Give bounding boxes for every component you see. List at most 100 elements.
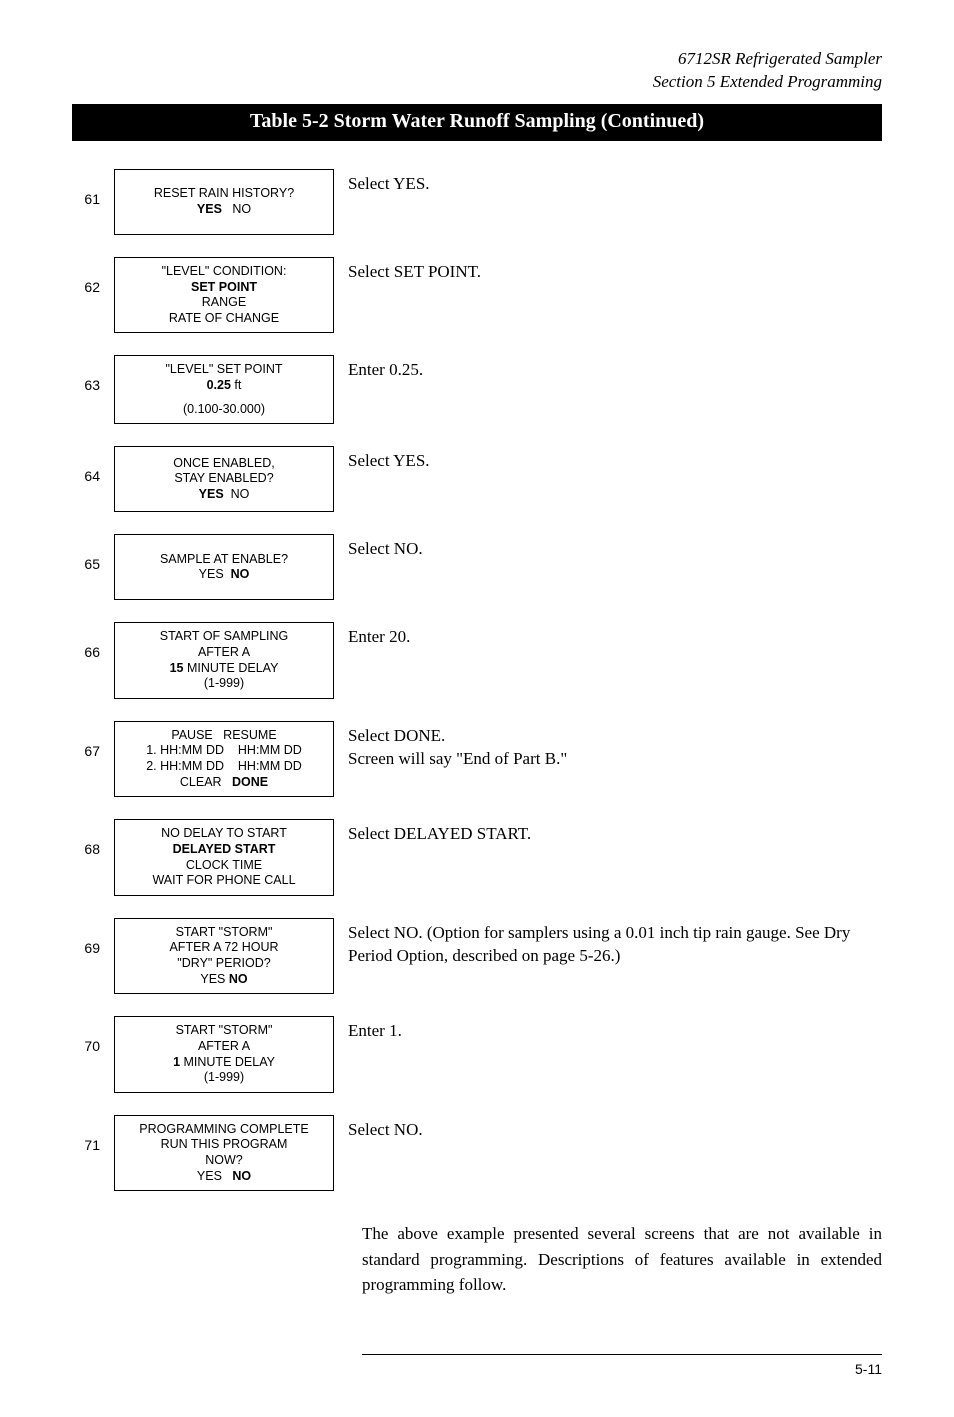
step-row: 64 ONCE ENABLED,STAY ENABLED?YES NO Select… [72, 446, 882, 512]
step-number: 65 [72, 534, 100, 572]
step-number: 67 [72, 721, 100, 759]
screen-text: "DRY" PERIOD? [177, 956, 270, 970]
step-row: 61RESET RAIN HISTORY?YES NOSelect YES. [72, 169, 882, 235]
step-instruction: Enter 0.25. [348, 355, 882, 382]
screen-line: STAY ENABLED? [174, 471, 273, 487]
screen-text: NOW? [205, 1153, 243, 1167]
table-banner: Table 5-2 Storm Water Runoff Sampling (C… [72, 104, 882, 141]
step-number: 61 [72, 169, 100, 207]
screen-line: NO DELAY TO START [161, 826, 287, 842]
screen-line: YES NO [199, 567, 250, 583]
screen-text: PAUSE RESUME [171, 728, 276, 742]
screen-line: START "STORM" [176, 1023, 273, 1039]
screen-text: "LEVEL" CONDITION: [162, 264, 287, 278]
footer-rule [362, 1354, 882, 1355]
screen-text: ONCE ENABLED, [173, 456, 274, 470]
screen-text-bold: NO [232, 1169, 251, 1183]
screen-text: YES [197, 1169, 232, 1183]
step-row: 66START OF SAMPLINGAFTER A15 MINUTE DELA… [72, 622, 882, 699]
screen-text: NO [224, 487, 250, 501]
screen-text: NO [222, 202, 251, 216]
step-number: 70 [72, 1016, 100, 1054]
lcd-screen: START "STORM"AFTER A 72 HOUR"DRY" PERIOD… [114, 918, 334, 995]
screen-line: RATE OF CHANGE [169, 311, 279, 327]
screen-line: YES NO [197, 1169, 251, 1185]
screen-line: CLOCK TIME [186, 858, 262, 874]
screen-line: RANGE [202, 295, 246, 311]
step-number: 64 [72, 446, 100, 484]
screen-line: 1 MINUTE DELAY [173, 1055, 275, 1071]
screen-text: YES [200, 972, 229, 986]
screen-line: AFTER A 72 HOUR [169, 940, 278, 956]
step-number: 63 [72, 355, 100, 393]
step-instruction: Select YES. [348, 446, 882, 473]
header-section: Section 5 Extended Programming [72, 71, 882, 94]
lcd-screen: "LEVEL" CONDITION: SET POINTRANGE RATE OF … [114, 257, 334, 334]
lcd-screen: "LEVEL" SET POINT 0.25 ft (0.100-30.000) [114, 355, 334, 424]
screen-text: PROGRAMMING COMPLETE [139, 1122, 308, 1136]
screen-text: WAIT FOR PHONE CALL [152, 873, 295, 887]
step-row: 68 NO DELAY TO STARTDELAYED START CLOCK TI… [72, 819, 882, 896]
screen-line: PAUSE RESUME [171, 728, 276, 744]
screen-text-bold: YES [199, 487, 224, 501]
screen-line: 2. HH:MM DD HH:MM DD [146, 759, 302, 775]
screen-text: RANGE [202, 295, 246, 309]
screen-text: (1-999) [204, 676, 244, 690]
screen-line: YES NO [199, 487, 250, 503]
screen-text-bold: DELAYED START [173, 842, 276, 856]
step-instruction: Select SET POINT. [348, 257, 882, 284]
screen-text: SAMPLE AT ENABLE? [160, 552, 288, 566]
screen-line: (0.100-30.000) [183, 402, 265, 418]
lcd-screen: START "STORM"AFTER A1 MINUTE DELAY(1-999… [114, 1016, 334, 1093]
screen-text: 2. HH:MM DD HH:MM DD [146, 759, 302, 773]
screen-text-bold: NO [231, 567, 250, 581]
screen-line: YES NO [200, 972, 247, 988]
lcd-screen: PAUSE RESUME1. HH:MM DD HH:MM DD2. HH:MM… [114, 721, 334, 798]
screen-text: AFTER A [198, 645, 250, 659]
step-instruction: Enter 20. [348, 622, 882, 649]
screen-line: AFTER A [198, 645, 250, 661]
step-instruction: Select DONE.Screen will say "End of Part… [348, 721, 882, 771]
screen-line: "DRY" PERIOD? [177, 956, 270, 972]
step-instruction: Select NO. (Option for samplers using a … [348, 918, 882, 968]
screen-line: PROGRAMMING COMPLETE [139, 1122, 308, 1138]
step-instruction: Select NO. [348, 534, 882, 561]
page-number: 5-11 [72, 1361, 882, 1377]
screen-text: (0.100-30.000) [183, 402, 265, 416]
screen-line: "LEVEL" SET POINT [165, 362, 282, 378]
screen-line: "LEVEL" CONDITION: [162, 264, 287, 280]
document-header: 6712SR Refrigerated Sampler Section 5 Ex… [72, 48, 882, 94]
screen-text-bold: 1 [173, 1055, 180, 1069]
lcd-screen: ONCE ENABLED,STAY ENABLED?YES NO [114, 446, 334, 512]
closing-paragraph: The above example presented several scre… [362, 1221, 882, 1298]
step-number: 66 [72, 622, 100, 660]
screen-line: (1-999) [204, 1070, 244, 1086]
screen-line: START OF SAMPLING [160, 629, 289, 645]
screen-line: SAMPLE AT ENABLE? [160, 552, 288, 568]
lcd-screen: SAMPLE AT ENABLE?YES NO [114, 534, 334, 600]
screen-text-bold: SET POINT [191, 280, 257, 294]
screen-text: START "STORM" [176, 1023, 273, 1037]
step-number: 62 [72, 257, 100, 295]
lcd-screen: START OF SAMPLINGAFTER A15 MINUTE DELAY(… [114, 622, 334, 699]
screen-line: ONCE ENABLED, [173, 456, 274, 472]
screen-text-bold: NO [229, 972, 248, 986]
lcd-screen: PROGRAMMING COMPLETERUN THIS PROGRAMNOW?… [114, 1115, 334, 1192]
screen-text: START OF SAMPLING [160, 629, 289, 643]
step-number: 68 [72, 819, 100, 857]
screen-line: WAIT FOR PHONE CALL [152, 873, 295, 889]
screen-text: MINUTE DELAY [183, 661, 278, 675]
screen-text: CLOCK TIME [186, 858, 262, 872]
screen-text: RATE OF CHANGE [169, 311, 279, 325]
step-number: 71 [72, 1115, 100, 1153]
screen-line: NOW? [205, 1153, 243, 1169]
lcd-screen: NO DELAY TO STARTDELAYED START CLOCK TIME… [114, 819, 334, 896]
screen-text: RESET RAIN HISTORY? [154, 186, 294, 200]
step-row: 63 "LEVEL" SET POINT 0.25 ft (0.100-30.000)… [72, 355, 882, 424]
screen-text: "LEVEL" SET POINT [165, 362, 282, 376]
screen-line: 0.25 ft [207, 378, 242, 394]
header-product: 6712SR Refrigerated Sampler [72, 48, 882, 71]
screen-text-bold: DONE [232, 775, 268, 789]
screen-line: DELAYED START [173, 842, 276, 858]
screen-line: YES NO [197, 202, 251, 218]
